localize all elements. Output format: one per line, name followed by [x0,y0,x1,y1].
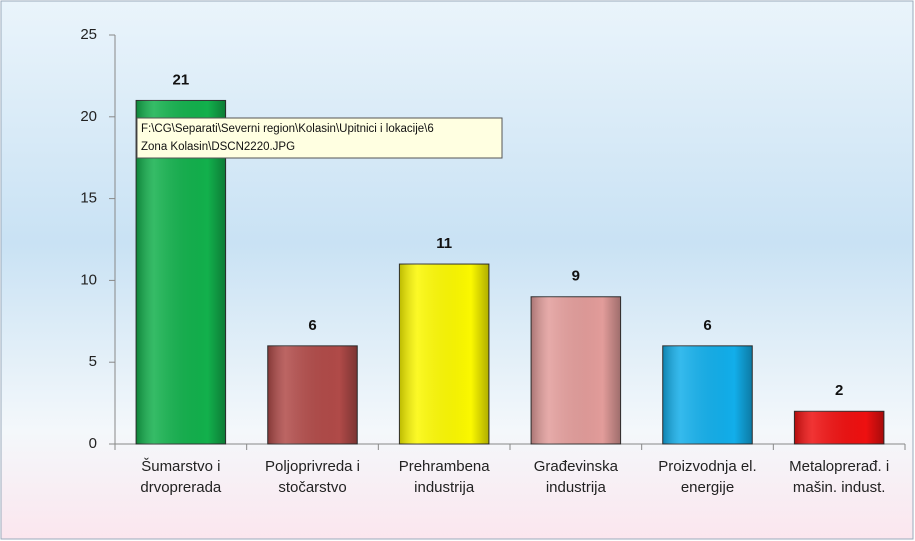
bar-shade [399,264,489,444]
y-tick-label: 10 [80,271,97,288]
y-tick-label: 5 [89,353,97,370]
bar-shade [794,411,884,444]
x-tick-label: Građevinska industrija [533,458,618,496]
value-label: 6 [308,317,316,334]
value-label: 21 [172,71,189,88]
x-tick-label: Prehrambena industrija [398,458,490,496]
value-label: 11 [436,235,452,252]
value-label: 2 [835,382,843,399]
value-label: 9 [572,268,580,285]
x-tick-label: Proizvodnja el. energije [658,458,757,496]
x-tick-label: Šumarstvo i drvoprerada [140,458,222,496]
bar-shade [531,296,621,444]
value-label: 6 [703,317,711,334]
tooltip-text: Zona Kolasin\DSCN2220.JPG [141,141,295,153]
y-tick-label: 15 [80,190,97,207]
x-tick-label: Poljoprivreda i stočarstvo [264,458,361,496]
y-tick-label: 25 [80,26,97,43]
y-tick-label: 20 [80,108,97,125]
bar-shade [662,345,753,444]
y-tick-label: 0 [89,435,97,452]
tooltip-text: F:\CG\Separati\Severni region\Kolasin\Up… [141,123,434,135]
tooltip-box [136,117,503,159]
x-tick-label: Metaloprerađ. i mašin. indust. [789,458,890,496]
bar-shade [267,345,358,444]
